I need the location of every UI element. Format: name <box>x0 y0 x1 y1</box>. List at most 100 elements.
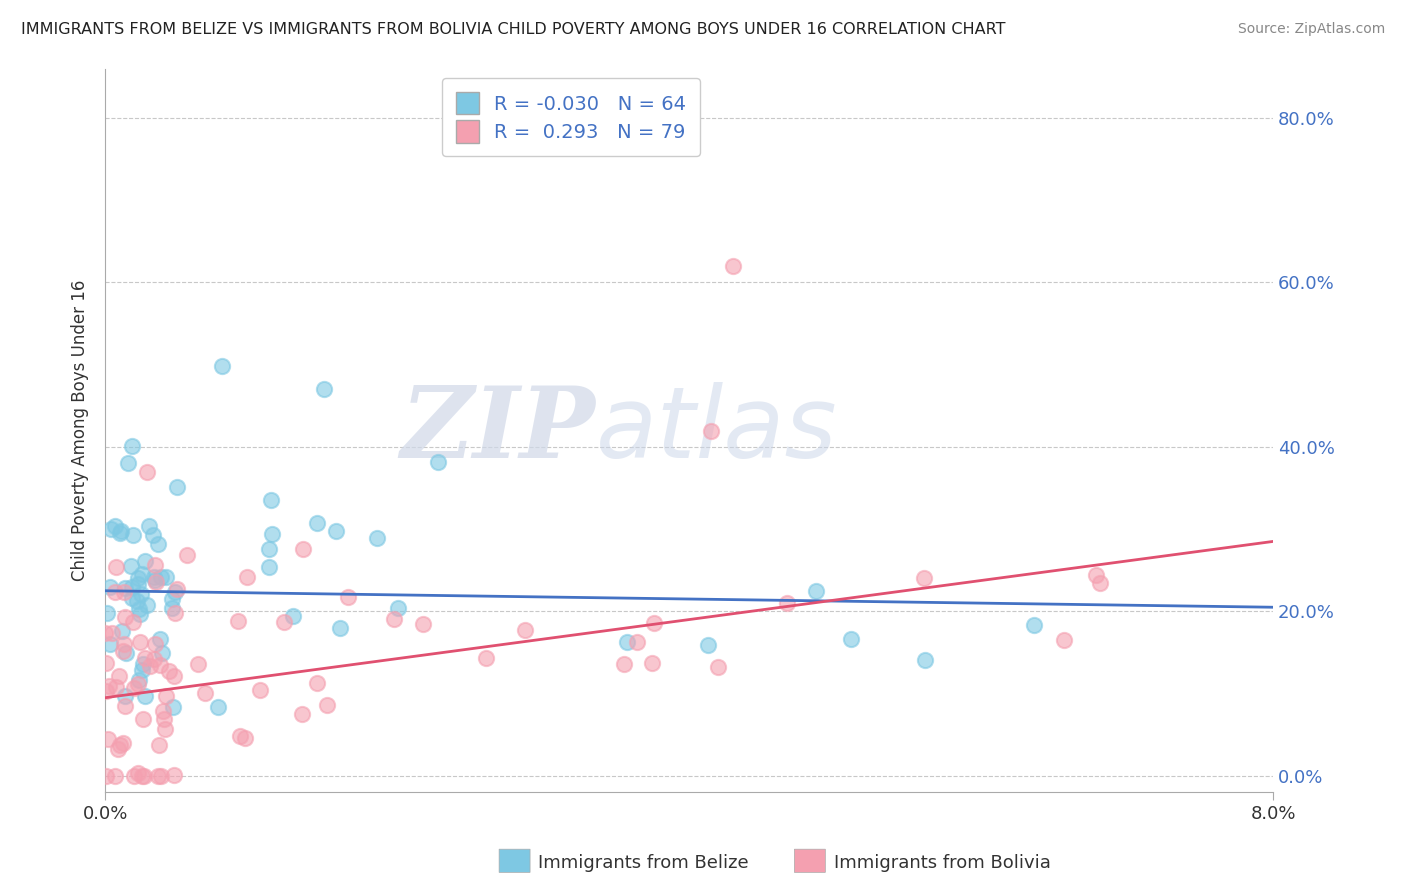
Point <box>122 769 145 783</box>
Point <box>387 600 409 615</box>
Point <box>305 676 328 690</box>
Point <box>914 653 936 667</box>
Point <box>426 455 449 469</box>
Point <box>100 580 122 594</box>
Point <box>101 626 124 640</box>
Point <box>132 657 155 672</box>
Point <box>117 456 139 470</box>
Text: atlas: atlas <box>596 382 838 479</box>
Point <box>111 736 134 750</box>
Point <box>107 669 129 683</box>
Point <box>134 554 156 568</box>
Point <box>103 769 125 783</box>
Point <box>121 581 143 595</box>
Point <box>162 700 184 714</box>
Point <box>138 658 160 673</box>
Point <box>136 598 159 612</box>
Point <box>149 657 172 672</box>
Point <box>804 584 827 599</box>
Point <box>104 518 127 533</box>
Point <box>131 663 153 677</box>
Point <box>316 698 339 713</box>
Point <box>94 626 117 640</box>
Point <box>148 738 170 752</box>
Point <box>150 646 173 660</box>
Point <box>104 585 127 599</box>
Point <box>616 634 638 648</box>
Point <box>114 581 136 595</box>
Point <box>329 621 352 635</box>
Point <box>143 558 166 572</box>
Text: Immigrants from Bolivia: Immigrants from Bolivia <box>834 855 1050 872</box>
Point <box>155 570 177 584</box>
Point <box>153 723 176 737</box>
Point <box>112 584 135 599</box>
Point <box>143 570 166 584</box>
Point <box>143 637 166 651</box>
Point <box>273 615 295 630</box>
Text: Source: ZipAtlas.com: Source: ZipAtlas.com <box>1237 22 1385 37</box>
Point <box>839 632 862 647</box>
Point <box>127 571 149 585</box>
Point <box>138 518 160 533</box>
Point <box>153 713 176 727</box>
Point <box>134 689 156 703</box>
Point <box>150 769 173 783</box>
Point <box>1024 618 1046 632</box>
Point <box>366 531 388 545</box>
Point <box>94 769 117 783</box>
Point <box>114 610 136 624</box>
Point <box>136 466 159 480</box>
Point <box>157 665 180 679</box>
Point <box>115 646 138 660</box>
Point <box>187 657 209 672</box>
Point <box>260 526 283 541</box>
Point <box>122 527 145 541</box>
Point <box>96 606 118 620</box>
Point <box>513 623 536 637</box>
Point <box>281 608 304 623</box>
Point <box>166 480 188 494</box>
Point <box>127 677 149 691</box>
Point <box>128 601 150 615</box>
Point <box>128 673 150 687</box>
Point <box>176 548 198 562</box>
Point <box>129 607 152 621</box>
Point <box>129 586 152 600</box>
Point <box>127 766 149 780</box>
Point <box>120 558 142 573</box>
Point <box>104 559 127 574</box>
Point <box>776 596 799 610</box>
Point <box>131 769 153 783</box>
Point <box>122 681 145 696</box>
Point <box>105 681 128 695</box>
Point <box>146 536 169 550</box>
Point <box>131 713 153 727</box>
Point <box>641 656 664 670</box>
Point <box>211 359 233 374</box>
Point <box>110 739 132 753</box>
Point <box>314 382 336 396</box>
Point <box>307 516 329 530</box>
Point <box>165 606 187 620</box>
Point <box>163 669 186 683</box>
Point <box>107 742 129 756</box>
Point <box>97 731 120 746</box>
Point <box>249 682 271 697</box>
Point <box>98 637 121 651</box>
Point <box>100 522 122 536</box>
Point <box>613 657 636 672</box>
Point <box>194 686 217 700</box>
Point <box>111 624 134 639</box>
Text: ZIP: ZIP <box>401 382 596 479</box>
Y-axis label: Child Poverty Among Boys Under 16: Child Poverty Among Boys Under 16 <box>72 280 89 581</box>
Point <box>412 617 434 632</box>
Point <box>707 660 730 674</box>
Point <box>162 768 184 782</box>
Point <box>112 637 135 651</box>
Point <box>155 690 177 704</box>
Point <box>160 601 183 615</box>
Point <box>291 541 314 556</box>
Point <box>134 769 156 783</box>
Point <box>149 632 172 646</box>
